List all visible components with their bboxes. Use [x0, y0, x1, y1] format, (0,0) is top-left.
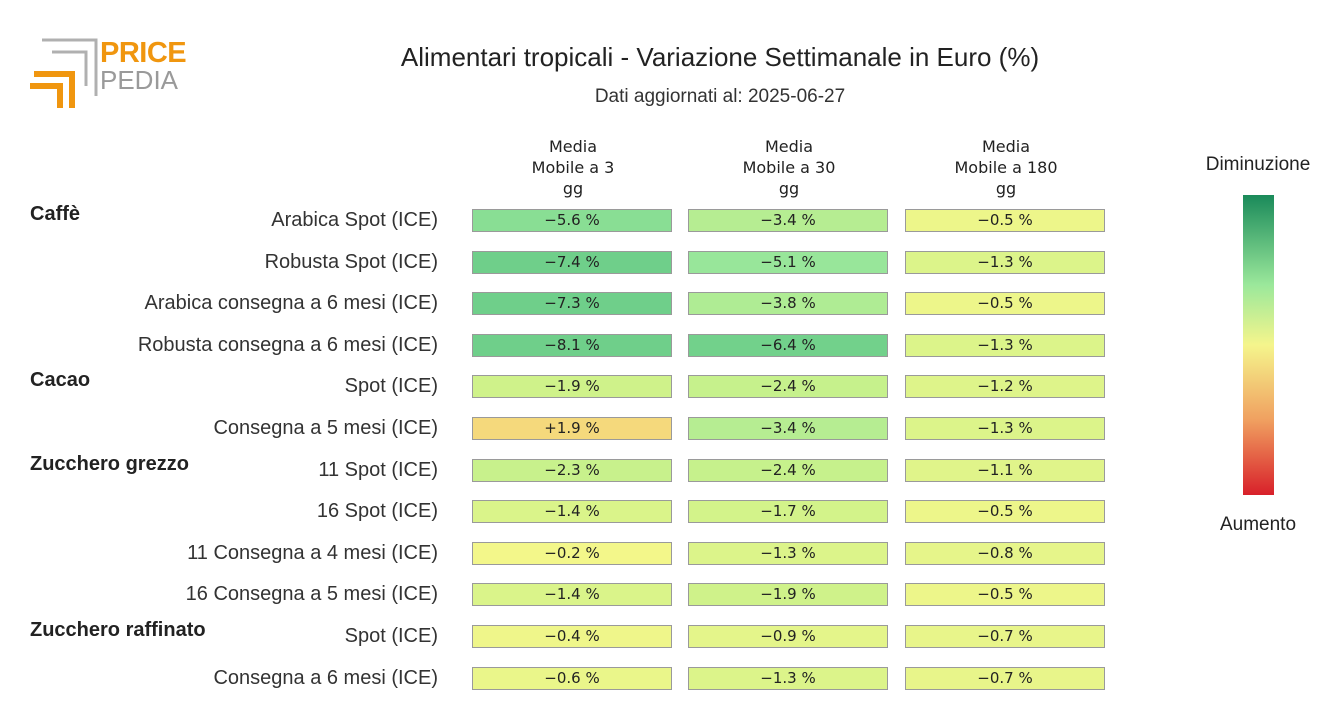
heatmap-cell: −2.4 % [688, 458, 888, 482]
heatmap-cell: −0.6 % [472, 666, 672, 690]
legend-top-label: Diminuzione [1205, 154, 1311, 175]
heatmap-cell: −2.4 % [688, 375, 888, 399]
heatmap-cell: −1.4 % [472, 583, 672, 607]
heatmap-cell: −1.9 % [688, 583, 888, 607]
heatmap-cell: −3.4 % [688, 209, 888, 232]
heatmap-cell: −2.3 % [472, 458, 672, 482]
row-label: Robusta consegna a 6 mesi (ICE) [137, 333, 438, 356]
heatmap-cell: −6.4 % [688, 333, 888, 357]
heatmap-cell: −1.9 % [472, 375, 672, 399]
heatmap-cell: +1.9 % [472, 417, 672, 440]
row-label: Consegna a 5 mesi (ICE) [213, 417, 438, 439]
column-header-3: Media Mobile a 180 gg [954, 137, 1058, 198]
heatmap-cell: −0.9 % [688, 625, 888, 648]
heatmap-cell: −1.3 % [688, 541, 888, 565]
heatmap-cell: −1.3 % [688, 666, 888, 690]
heatmap-cell: −1.1 % [905, 458, 1105, 482]
heatmap-cell: −8.1 % [472, 333, 672, 357]
heatmap-cell: −1.3 % [905, 250, 1105, 274]
group-label: Cacao [30, 369, 91, 392]
logo-mark-icon [30, 38, 98, 108]
heatmap-cell: −1.7 % [688, 500, 888, 524]
heatmap-cell: −1.4 % [472, 500, 672, 524]
row-label: 11 Consegna a 4 mesi (ICE) [187, 541, 438, 564]
chart-title: Alimentari tropicali - Variazione Settim… [400, 42, 1040, 72]
heatmap-cell: −3.8 % [688, 292, 888, 316]
heatmap-cell: −0.5 % [905, 292, 1105, 316]
heatmap-cell: −0.5 % [905, 583, 1105, 607]
row-label: Arabica Spot (ICE) [271, 209, 438, 231]
legend-bottom-label: Aumento [1219, 514, 1297, 535]
heatmap-cell: −0.7 % [905, 625, 1105, 648]
heatmap-cell: −5.6 % [472, 209, 672, 232]
row-label: Consegna a 6 mesi (ICE) [213, 666, 438, 689]
heatmap-cell: −1.2 % [905, 375, 1105, 399]
heatmap-cell: −0.5 % [905, 500, 1105, 524]
heatmap-cell: −0.7 % [905, 666, 1105, 690]
row-label: Spot (ICE) [344, 625, 438, 647]
row-label: Robusta Spot (ICE) [264, 250, 438, 273]
logo-price-text: PRICE [100, 37, 187, 69]
heatmap-cell: −1.3 % [905, 417, 1105, 440]
group-label: Zucchero grezzo [30, 452, 189, 475]
row-label: 16 Spot (ICE) [316, 500, 438, 523]
pricepedia-logo: PRICE PEDIA [30, 38, 190, 110]
row-label: 16 Consegna a 5 mesi (ICE) [185, 583, 438, 606]
row-label: Spot (ICE) [344, 375, 438, 398]
heatmap-cell: −0.8 % [905, 541, 1105, 565]
column-header-2: Media Mobile a 30 gg [742, 137, 836, 198]
legend-color-bar [1243, 195, 1274, 495]
heatmap-cell: −0.5 % [905, 209, 1105, 232]
heatmap-cell: −7.3 % [472, 292, 672, 316]
row-label: Arabica consegna a 6 mesi (ICE) [144, 292, 438, 315]
heatmap-cell: −0.2 % [472, 541, 672, 565]
chart-subtitle: Dati aggiornati al: 2025-06-27 [594, 86, 846, 107]
group-label: Zucchero raffinato [30, 619, 206, 641]
heatmap-cell: −7.4 % [472, 250, 672, 274]
row-label: 11 Spot (ICE) [318, 458, 438, 481]
heatmap-cell: −3.4 % [688, 417, 888, 440]
heatmap-cell: −1.3 % [905, 333, 1105, 357]
logo-pedia-text: PEDIA [100, 65, 179, 95]
heatmap-cell: −0.4 % [472, 625, 672, 648]
column-header-1: Media Mobile a 3 gg [531, 137, 615, 198]
heatmap-cell: −5.1 % [688, 250, 888, 274]
group-label: Caffè [30, 203, 81, 225]
